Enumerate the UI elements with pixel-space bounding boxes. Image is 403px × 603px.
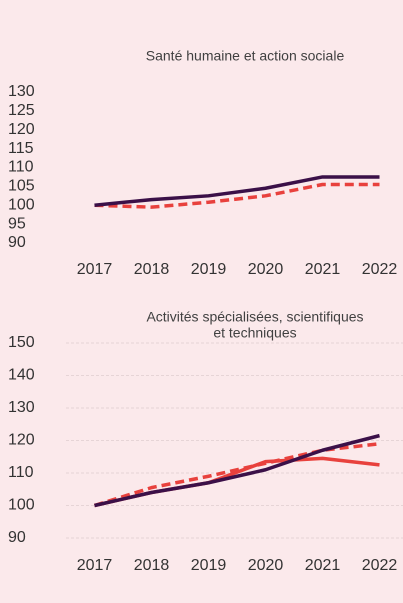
y-tick-label: 95 [8, 215, 26, 232]
y-tick-label: 140 [8, 367, 35, 384]
chart-title: Activités spécialisées, scientifiques [146, 309, 363, 325]
y-tick-label: 120 [8, 432, 35, 449]
series-line [94, 433, 380, 508]
series-line [94, 182, 380, 209]
y-tick-label: 120 [8, 121, 35, 138]
chart-title: Santé humaine et action sociale [146, 48, 345, 64]
x-tick-label: 2018 [134, 261, 170, 278]
x-tick-label: 2020 [248, 261, 284, 278]
y-tick-label: 100 [8, 497, 35, 514]
y-tick-label: 150 [8, 334, 35, 351]
x-tick-label: 2019 [191, 557, 227, 574]
x-tick-label: 2022 [362, 261, 398, 278]
x-tick-label: 2022 [362, 557, 398, 574]
series-line [94, 175, 380, 207]
x-tick-label: 2019 [191, 261, 227, 278]
y-tick-label: 130 [8, 83, 35, 100]
y-tick-label: 90 [8, 529, 26, 546]
y-tick-label: 105 [8, 178, 35, 195]
y-tick-label: 110 [8, 159, 34, 176]
x-tick-label: 2017 [77, 261, 113, 278]
y-tick-label: 90 [8, 234, 26, 251]
x-tick-label: 2018 [134, 557, 170, 574]
y-tick-label: 115 [8, 140, 34, 157]
x-tick-label: 2021 [305, 261, 341, 278]
x-tick-label: 2021 [305, 557, 341, 574]
y-tick-label: 125 [8, 102, 35, 119]
x-tick-label: 2020 [248, 557, 284, 574]
y-tick-label: 100 [8, 196, 35, 213]
y-tick-label: 130 [8, 399, 35, 416]
y-tick-label: 110 [8, 464, 34, 481]
x-tick-label: 2017 [77, 557, 113, 574]
chart-title: et techniques [213, 325, 296, 341]
